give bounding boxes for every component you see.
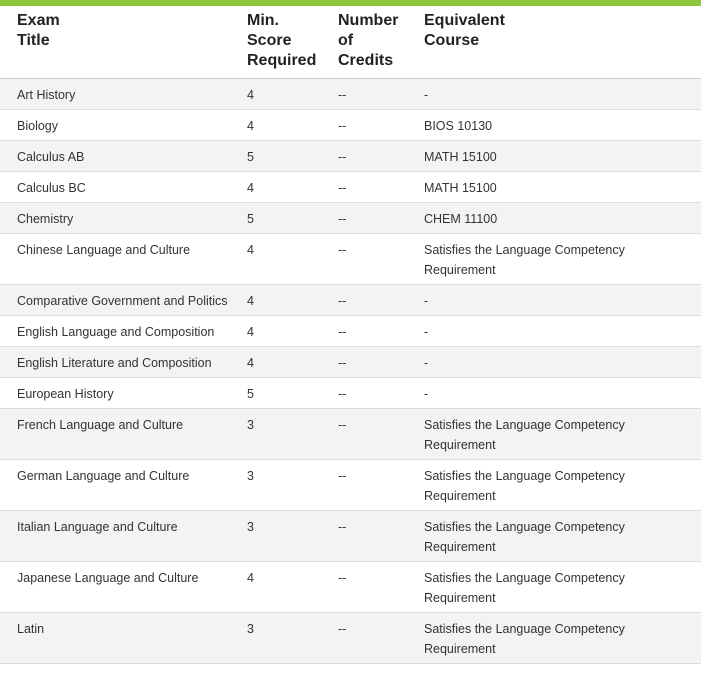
table-row: French Language and Culture 3 -- Satisfies … [0,408,701,460]
credits: -- [338,408,424,460]
equivalent-course: CHEM 11100 [424,202,701,234]
ap-credit-table: Exam Title Min. Score Required Number of… [0,0,701,664]
table-row: Italian Language and Culture 3 -- Satisfies… [0,510,701,562]
header-text: Exam Title [17,12,60,49]
exam-title: Chemistry [0,202,247,234]
min-score: 3 [247,510,338,562]
exam-title: Comparative Government and Politics [0,284,247,316]
equivalent-course: Satisfies the Language Competency Requir… [424,612,701,664]
exam-title: European History [0,377,247,409]
credits: -- [338,171,424,203]
credits: -- [338,459,424,511]
header-text: Min. Score Required [247,12,317,69]
table-row: English Literature and Composition 4 -- - [0,346,701,378]
exam-title: Calculus AB [0,140,247,172]
header-text: Number of Credits [338,12,399,69]
credits: -- [338,202,424,234]
credits: -- [338,78,424,110]
exam-title: English Literature and Composition [0,346,247,378]
credits: -- [338,612,424,664]
table-row: Chinese Language and Culture 4 -- Satisfies… [0,233,701,285]
table-row: Calculus BC 4 -- MATH 15100 [0,171,701,203]
credits: -- [338,284,424,316]
exam-title: English Language and Composition [0,315,247,347]
exam-title: Latin [0,612,247,664]
exam-title: Chinese Language and Culture [0,233,247,285]
equivalent-course: Satisfies the Language Competency Requir… [424,510,701,562]
min-score: 5 [247,202,338,234]
exam-title: Calculus BC [0,171,247,203]
equivalent-course: - [424,315,701,347]
credits: -- [338,377,424,409]
min-score: 4 [247,233,338,285]
min-score: 3 [247,408,338,460]
equivalent-course: - [424,284,701,316]
header-cell: Equivalent Course [424,3,701,79]
table-body: Art History 4 -- - Biology 4 -- BIOS 10130 Calcu… [0,78,701,664]
table-row: European History 5 -- - [0,377,701,409]
exam-title: Biology [0,109,247,141]
table-row: Comparative Government and Politics 4 -- - [0,284,701,316]
min-score: 4 [247,284,338,316]
min-score: 4 [247,78,338,110]
header-cell: Number of Credits [338,3,424,79]
table-row: Japanese Language and Culture 4 -- Satisfie… [0,561,701,613]
header-row: Exam Title Min. Score Required Number of… [0,3,701,79]
table-row: Calculus AB 5 -- MATH 15100 [0,140,701,172]
equivalent-course: - [424,78,701,110]
equivalent-course: Satisfies the Language Competency Requir… [424,459,701,511]
exam-title: Japanese Language and Culture [0,561,247,613]
min-score: 3 [247,612,338,664]
min-score: 4 [247,171,338,203]
equivalent-course: Satisfies the Language Competency Requir… [424,561,701,613]
min-score: 3 [247,459,338,511]
equivalent-course: Satisfies the Language Competency Requir… [424,408,701,460]
credits: -- [338,109,424,141]
equivalent-course: MATH 15100 [424,171,701,203]
header-cell: Min. Score Required [247,3,338,79]
table-row: German Language and Culture 3 -- Satisfies … [0,459,701,511]
credits: -- [338,315,424,347]
equivalent-course: - [424,377,701,409]
exam-title: German Language and Culture [0,459,247,511]
exam-title: Art History [0,78,247,110]
min-score: 4 [247,315,338,347]
credits: -- [338,346,424,378]
equivalent-course: Satisfies the Language Competency Requir… [424,233,701,285]
exam-title: Italian Language and Culture [0,510,247,562]
min-score: 5 [247,377,338,409]
credits: -- [338,233,424,285]
credits: -- [338,561,424,613]
header-cell: Exam Title [0,3,247,79]
header-text: Equivalent Course [424,12,505,49]
min-score: 4 [247,346,338,378]
table-row: English Language and Composition 4 -- - [0,315,701,347]
table-header: Exam Title Min. Score Required Number of… [0,3,701,79]
equivalent-course: - [424,346,701,378]
table-row: Chemistry 5 -- CHEM 11100 [0,202,701,234]
equivalent-course: MATH 15100 [424,140,701,172]
table-row: Latin 3 -- Satisfies the Language Competenc… [0,612,701,664]
credits: -- [338,140,424,172]
table-row: Art History 4 -- - [0,78,701,110]
min-score: 5 [247,140,338,172]
equivalent-course: BIOS 10130 [424,109,701,141]
min-score: 4 [247,561,338,613]
table-row: Biology 4 -- BIOS 10130 [0,109,701,141]
exam-title: French Language and Culture [0,408,247,460]
credits: -- [338,510,424,562]
min-score: 4 [247,109,338,141]
